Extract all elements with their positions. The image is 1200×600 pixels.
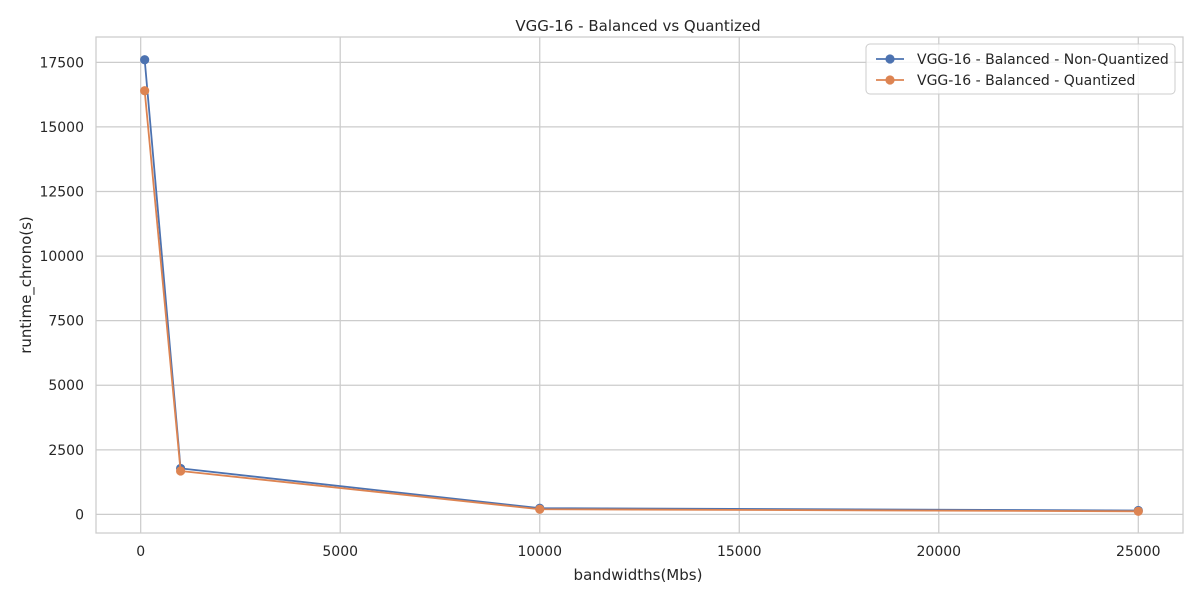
y-axis-label: runtime_chrono(s) xyxy=(17,216,36,354)
x-tick-label: 20000 xyxy=(917,544,962,560)
data-point xyxy=(140,55,150,65)
x-tick-label: 0 xyxy=(136,544,145,560)
plot-area xyxy=(96,37,1183,533)
legend-label-quantized: VGG-16 - Balanced - Quantized xyxy=(917,73,1135,89)
y-tick-label: 2500 xyxy=(48,443,84,459)
legend-box xyxy=(865,43,1176,95)
x-tick-label: 10000 xyxy=(517,544,562,560)
legend-marker-quantized xyxy=(885,75,895,85)
x-tick-label: 15000 xyxy=(717,544,762,560)
y-tick-label: 12500 xyxy=(39,184,84,200)
series-1 xyxy=(140,86,1143,516)
data-point xyxy=(535,504,545,514)
plot-frame xyxy=(95,36,1184,534)
data-point xyxy=(140,86,150,96)
x-tick-label: 25000 xyxy=(1116,544,1161,560)
legend: VGG-16 - Balanced - Non-Quantized VGG-16… xyxy=(865,43,1176,95)
x-axis-label: bandwidths(Mbs) xyxy=(574,566,703,584)
x-tick-labels: 0 5000 10000 15000 20000 25000 xyxy=(136,544,1160,560)
y-tick-label: 0 xyxy=(75,507,84,523)
chart-title: VGG-16 - Balanced vs Quantized xyxy=(515,17,760,35)
x-tick-label: 5000 xyxy=(322,544,358,560)
y-tick-label: 15000 xyxy=(39,120,84,136)
legend-label-non-quantized: VGG-16 - Balanced - Non-Quantized xyxy=(917,52,1169,68)
y-tick-label: 7500 xyxy=(48,314,84,330)
y-tick-label: 10000 xyxy=(39,249,84,265)
legend-marker-non-quantized xyxy=(885,54,895,64)
series-lines xyxy=(140,55,1143,516)
y-tick-label: 17500 xyxy=(39,55,84,71)
data-point xyxy=(175,466,186,476)
series-line xyxy=(143,59,1139,512)
data-point xyxy=(1133,506,1143,516)
series-line xyxy=(143,90,1139,513)
y-tick-label: 5000 xyxy=(48,378,84,394)
y-tick-labels: 0 2500 5000 7500 10000 12500 15000 17500 xyxy=(39,55,84,523)
